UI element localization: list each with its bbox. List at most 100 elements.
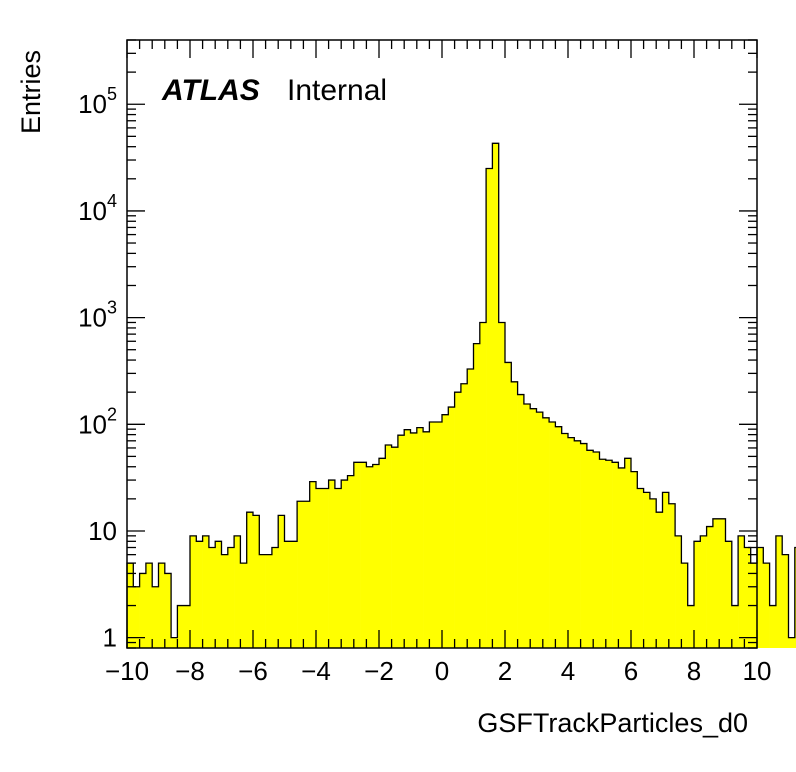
x-axis-title: GSFTrackParticles_d0: [477, 708, 748, 738]
histogram-bin: [700, 535, 707, 648]
histogram-bin: [505, 362, 512, 648]
histogram-bin: [171, 637, 178, 648]
histogram-bin: [568, 437, 575, 648]
histogram-bin: [215, 541, 222, 648]
histogram-bin: [738, 535, 745, 648]
histogram-bin: [473, 343, 481, 648]
histogram-bin: [139, 573, 147, 648]
histogram-bin: [649, 498, 657, 648]
histogram-bin: [353, 462, 361, 648]
histogram-bin: [586, 450, 594, 648]
histogram-bin: [202, 535, 210, 648]
histogram-bin: [536, 412, 544, 648]
histogram-bin: [486, 168, 493, 648]
histogram-bin: [454, 392, 462, 648]
histogram-bin: [309, 481, 317, 648]
histogram-bin: [442, 414, 449, 648]
histogram-bin: [681, 563, 688, 648]
axis-ticks: [126, 39, 758, 649]
histogram-bin: [366, 466, 373, 648]
histogram-bin: [769, 605, 777, 648]
histogram-bin: [448, 407, 455, 648]
histogram-bin: [668, 503, 676, 648]
histogram-bin: [511, 381, 518, 648]
x-tick-label: 4: [561, 656, 575, 686]
histogram-bin: [712, 518, 720, 648]
histogram-bin: [687, 605, 695, 648]
histogram-bin: [328, 480, 336, 648]
histogram-bin: [599, 459, 607, 648]
histogram-bin: [158, 563, 166, 648]
histogram-bin: [404, 429, 411, 648]
histogram-bin: [385, 444, 392, 648]
y-tick-exponent: 3: [107, 298, 117, 318]
histogram-bin: [757, 547, 764, 648]
y-tick-exponent: 5: [107, 84, 117, 104]
histogram-bin: [208, 547, 216, 648]
histogram-bin: [265, 554, 273, 648]
y-tick-label: 102: [78, 404, 117, 439]
x-tick-label: 8: [687, 656, 701, 686]
histogram-bin: [637, 488, 644, 648]
histogram-bin: [561, 433, 569, 648]
histogram-bin: [423, 431, 430, 648]
histogram-bin: [460, 383, 468, 648]
x-tick-label: 10: [743, 656, 772, 686]
histogram-bin: [334, 488, 342, 648]
histogram-bin: [196, 541, 203, 648]
histogram-bin: [372, 464, 380, 648]
histogram-bin: [675, 535, 682, 648]
histogram-bin: [341, 480, 348, 648]
x-tick-label: −6: [238, 656, 268, 686]
histogram-bin: [240, 563, 247, 648]
histogram-bin: [379, 458, 386, 648]
histogram-bin: [782, 554, 789, 648]
y-tick-exponent: 2: [107, 404, 117, 424]
histogram-bin: [731, 605, 739, 648]
y-tick-exponent: 4: [107, 191, 117, 211]
x-tick-labels: −10 −8 −6 −4 −2 0 2 4 6 8 10: [105, 656, 772, 686]
histogram-bin: [624, 458, 632, 648]
histogram-bin: [612, 462, 619, 648]
histogram-bin: [694, 541, 701, 648]
histogram-bin: [775, 535, 783, 648]
histogram-bin: [227, 547, 235, 648]
histogram-bin: [360, 462, 367, 648]
histogram-bin: [725, 541, 733, 648]
histogram-bin: [479, 322, 487, 648]
histogram-bin: [234, 535, 241, 648]
histogram-bin: [517, 394, 525, 648]
histogram-bin: [706, 526, 714, 648]
histogram-bin: [662, 492, 670, 648]
histogram-bin: [253, 515, 260, 648]
histogram-bin: [574, 440, 581, 648]
internal-label: Internal: [287, 74, 387, 107]
histogram-bars: [126, 142, 796, 649]
x-tick-label: −10: [105, 656, 149, 686]
histogram-bin: [788, 637, 796, 648]
y-tick-base: 10: [78, 196, 107, 226]
x-tick-label: 2: [498, 656, 512, 686]
y-tick-label: 1: [103, 623, 117, 653]
histogram-bin: [278, 515, 285, 648]
x-tick-label: −2: [364, 656, 394, 686]
histogram-bin: [183, 605, 191, 648]
histogram-bin: [555, 426, 562, 648]
histogram-bin: [133, 586, 140, 648]
histogram-bin: [523, 403, 531, 648]
histogram-bin: [656, 512, 663, 648]
histogram-bin: [164, 573, 172, 648]
y-tick-base: 10: [78, 303, 107, 333]
x-tick-label: −8: [175, 656, 205, 686]
histogram-bin: [631, 471, 638, 648]
atlas-label: ATLAS: [161, 74, 260, 107]
x-tick-label: 6: [624, 656, 638, 686]
histogram-bin: [190, 535, 197, 648]
histogram-bin: [322, 488, 329, 648]
histogram-bin: [246, 512, 254, 648]
histogram-bin: [580, 443, 588, 648]
histogram-bin: [542, 417, 550, 648]
histogram-bin: [347, 475, 355, 648]
histogram-bin: [429, 422, 436, 648]
